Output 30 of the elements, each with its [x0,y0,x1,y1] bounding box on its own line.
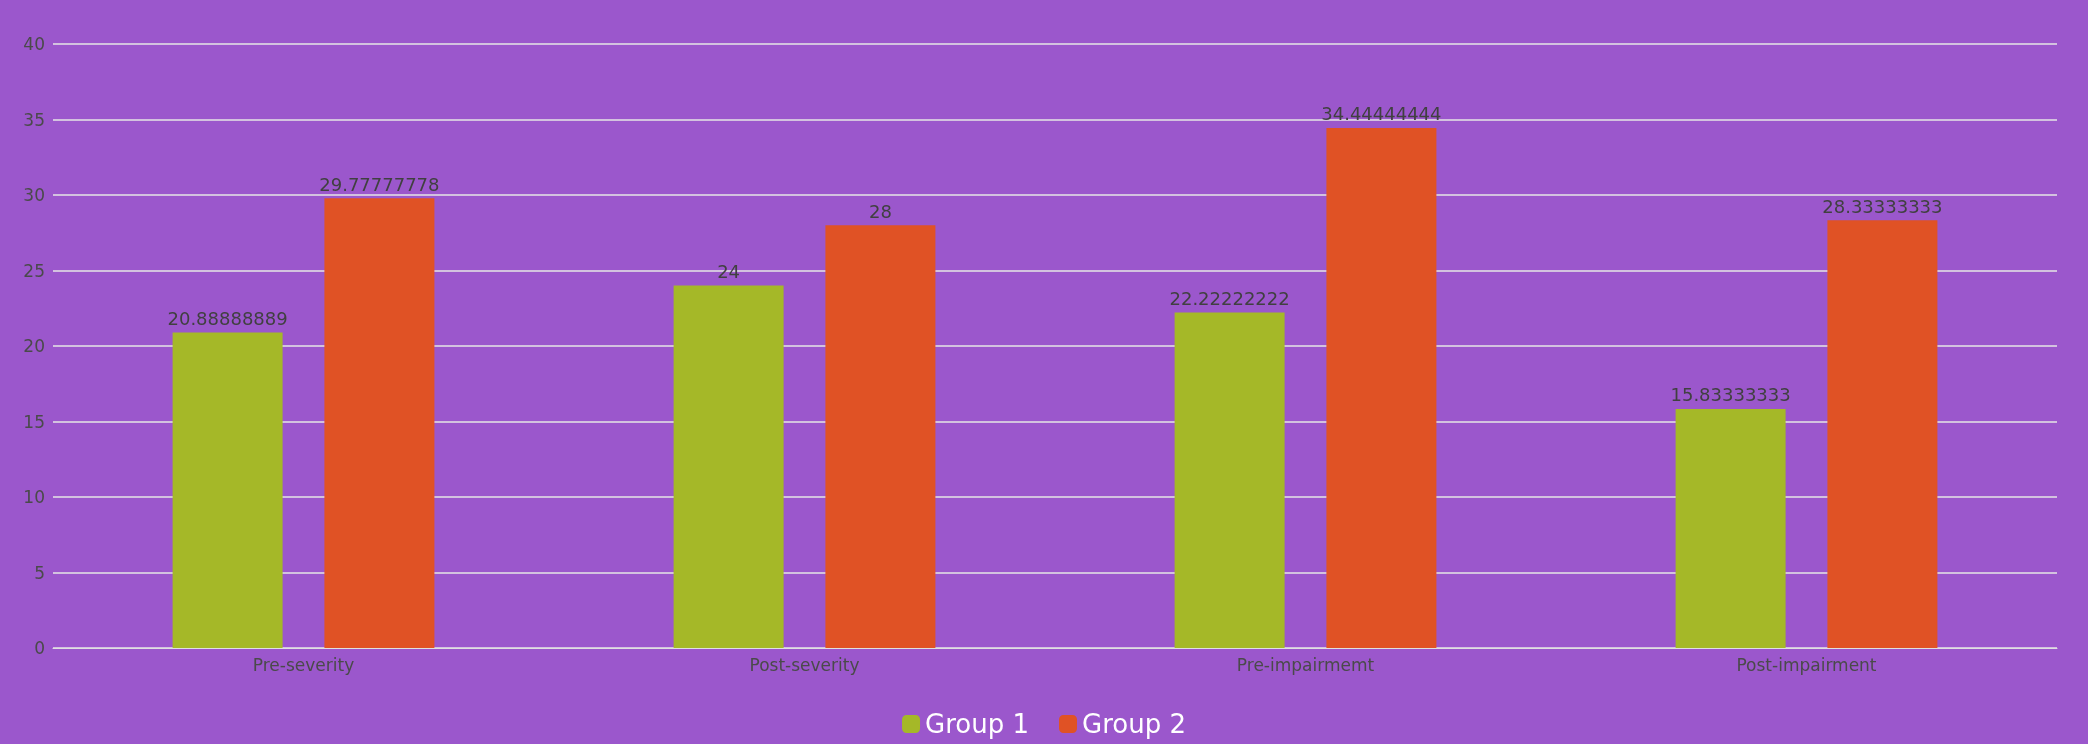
y-tick-label: 25 [23,260,45,281]
y-tick-label: 30 [23,185,45,205]
data-label: 15.83333333 [1670,384,1791,406]
data-label: 34.44444444 [1321,103,1442,125]
data-label: 22.22222222 [1169,287,1290,309]
data-label: 29.77777778 [319,173,440,195]
data-label: 28 [868,200,892,222]
bar [825,225,936,648]
y-tick-label: 0 [34,638,45,658]
data-label: 20.88888889 [167,308,288,330]
bar [172,332,283,648]
bar [1174,312,1285,648]
bar [1675,408,1786,648]
y-tick-label: 5 [34,562,45,583]
y-tick-label: 10 [23,487,45,507]
y-tick-label: 15 [23,411,45,432]
bar [1326,127,1437,648]
x-tick-label: Post-impairment [1736,654,1877,675]
bar [324,198,435,648]
y-tick-label: 20 [23,336,45,356]
bar [1827,220,1938,648]
y-tick-label: 35 [23,109,45,130]
y-tick-label: 40 [23,34,45,54]
data-label: 28.33333333 [1822,195,1943,217]
legend-label: Group 1 [925,709,1030,739]
bar [673,285,784,648]
x-tick-label: Pre-severity [252,654,355,675]
legend-label: Group 2 [1082,709,1186,739]
x-tick-label: Post-severity [749,654,860,675]
x-tick-label: Pre-impairmemt [1236,654,1375,675]
